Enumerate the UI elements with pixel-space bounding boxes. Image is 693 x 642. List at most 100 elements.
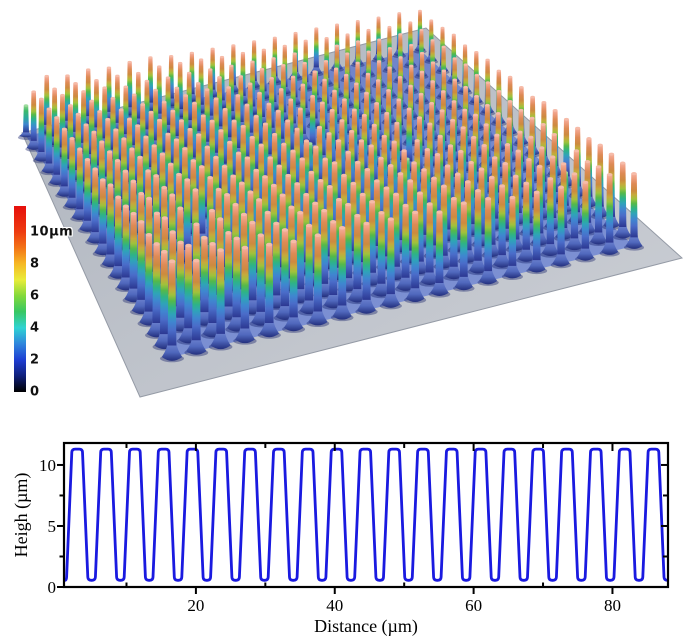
pillar-cap bbox=[208, 68, 213, 71]
pillar-cap bbox=[492, 156, 498, 160]
pillar-shaft bbox=[183, 179, 192, 250]
pillar-cap bbox=[384, 111, 390, 115]
pillar-shaft bbox=[232, 238, 241, 318]
pillar-cap bbox=[299, 157, 305, 161]
pillar-cap bbox=[44, 74, 49, 78]
pillar-base bbox=[161, 341, 183, 361]
pillar-cap bbox=[335, 23, 339, 26]
pillar-cap bbox=[169, 55, 174, 58]
height-profile-chart: 20 40 60 80 0 5 10 Distance (µm) Heigh (µm) bbox=[11, 441, 670, 637]
pillar-cap bbox=[107, 150, 113, 154]
pillar-cap bbox=[231, 44, 236, 47]
pillar-cap bbox=[165, 132, 171, 136]
pillar-cap bbox=[377, 38, 382, 41]
pillar-cap bbox=[306, 223, 313, 228]
pillar-cap bbox=[444, 164, 451, 168]
pillar-cap bbox=[313, 145, 319, 149]
pillar-cap bbox=[210, 47, 215, 50]
pillar-cap bbox=[121, 137, 127, 141]
colorbar-tick-label: 0 bbox=[30, 384, 40, 400]
pillar-cap bbox=[161, 249, 168, 254]
pillar-cap bbox=[387, 66, 392, 69]
pillar-cap bbox=[468, 160, 474, 164]
pillar-cap bbox=[258, 143, 264, 147]
pillar-cap bbox=[429, 19, 434, 22]
pillar-cap bbox=[39, 97, 44, 101]
pillar-cap bbox=[118, 108, 124, 112]
pillar-cap bbox=[540, 122, 546, 126]
pillar-cap bbox=[225, 230, 232, 235]
pillar-cap bbox=[278, 88, 284, 91]
pillar-cap bbox=[300, 83, 306, 87]
pillar-cap bbox=[262, 122, 268, 126]
pillar-cap bbox=[244, 103, 250, 107]
pillar-cap bbox=[107, 183, 114, 187]
pillar-cap bbox=[65, 74, 70, 77]
pillar-cap bbox=[253, 168, 259, 172]
pillar-cap bbox=[441, 45, 446, 48]
pillar-cap bbox=[219, 55, 225, 59]
pillar-cap bbox=[436, 210, 443, 214]
pillar-shaft bbox=[362, 223, 371, 300]
pillar-shaft bbox=[309, 96, 316, 145]
pillar-shaft bbox=[208, 243, 217, 324]
pillar-cap bbox=[323, 59, 329, 63]
pillar-cap bbox=[507, 75, 513, 79]
pillar-cap bbox=[376, 79, 381, 82]
pillar-cap bbox=[519, 85, 524, 89]
pillar-shaft bbox=[53, 117, 61, 175]
pillar-cap bbox=[89, 99, 95, 103]
pillar-cap bbox=[238, 75, 243, 78]
pillar-cap bbox=[332, 89, 337, 93]
pillar-cap bbox=[517, 130, 523, 134]
pillar-cap bbox=[430, 39, 435, 42]
pillar-cap bbox=[437, 134, 443, 138]
pillar-cap bbox=[441, 90, 446, 93]
pillar-cap bbox=[460, 126, 466, 130]
pillar-cap bbox=[54, 116, 60, 119]
pillar-cap bbox=[324, 36, 329, 40]
pillar-cap bbox=[75, 112, 81, 116]
pillar-cap bbox=[148, 56, 153, 59]
pillar-cap bbox=[310, 94, 315, 98]
x-tick-label: 40 bbox=[326, 596, 343, 615]
pillar-cap bbox=[209, 242, 216, 246]
pillar-cap bbox=[192, 101, 197, 105]
pillar-cap bbox=[417, 116, 422, 120]
pillar-cap bbox=[294, 182, 301, 186]
pillar-cap bbox=[355, 160, 361, 164]
pillar-cap bbox=[356, 40, 361, 43]
pillar-cap bbox=[91, 130, 97, 134]
pillar-cap bbox=[424, 147, 430, 151]
pillar-cap bbox=[387, 164, 394, 168]
pillar-cap bbox=[376, 60, 382, 63]
colorbar-tick-label: 8 bbox=[30, 256, 40, 272]
pillar-cap bbox=[463, 63, 468, 66]
pillar-cap bbox=[137, 155, 143, 159]
pillar-cap bbox=[215, 187, 222, 191]
pillar-shaft bbox=[581, 182, 590, 249]
pillar-shaft bbox=[320, 210, 329, 284]
pillar-cap bbox=[394, 121, 400, 125]
pillar-cap bbox=[204, 88, 210, 91]
pillar-cap bbox=[430, 80, 435, 83]
pillar-cap bbox=[426, 202, 433, 206]
pillar-cap bbox=[190, 159, 197, 163]
pillar-cap bbox=[386, 88, 391, 92]
pillar-base bbox=[332, 301, 352, 320]
pillar-cap bbox=[161, 100, 167, 104]
pillar-cap bbox=[226, 86, 231, 89]
pillar-base bbox=[552, 251, 570, 267]
pillar-cap bbox=[419, 28, 424, 32]
pillar-cap bbox=[83, 123, 89, 127]
pillar-shaft bbox=[377, 212, 386, 284]
pillar-cap bbox=[207, 175, 213, 180]
pillar-shaft bbox=[532, 192, 541, 261]
pillar-cap bbox=[462, 108, 468, 112]
pillar-cap bbox=[528, 135, 534, 139]
pillar-base bbox=[71, 206, 88, 221]
pillar-cap bbox=[326, 185, 333, 189]
pillar-cap bbox=[106, 66, 112, 69]
pillar-cap bbox=[387, 217, 394, 221]
x-axis-title: Distance (µm) bbox=[314, 616, 418, 637]
